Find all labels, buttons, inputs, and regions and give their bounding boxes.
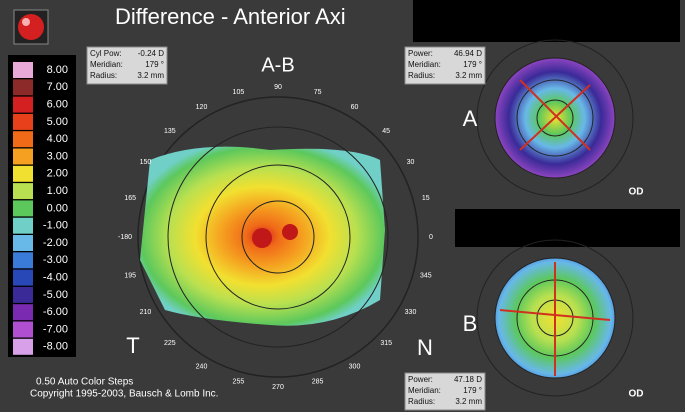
legend-swatch <box>13 79 33 96</box>
angle-label: 300 <box>349 364 361 371</box>
angle-label: 45 <box>382 128 390 135</box>
angle-label: 120 <box>196 104 208 111</box>
angle-label: 315 <box>380 340 392 347</box>
legend-swatch <box>13 165 33 182</box>
info-value: 47.18 D <box>454 375 482 384</box>
info-value: 3.2 mm <box>137 71 164 80</box>
angle-label: 255 <box>233 379 245 386</box>
legend-swatch <box>13 148 33 165</box>
legend-label: -1.00 <box>43 220 68 232</box>
legend-label: 0.00 <box>47 202 68 214</box>
angle-label: 240 <box>196 364 208 371</box>
legend-swatch <box>13 235 33 251</box>
info-box: Power: 46.94 D Meridian: 179 ° Radius: 3.2 mm <box>404 46 486 85</box>
eye-label: OD <box>629 389 644 400</box>
info-value: 46.94 D <box>454 49 482 58</box>
info-label: Radius: <box>408 397 435 406</box>
info-label: Radius: <box>408 71 435 80</box>
temporal-label: T <box>126 333 139 358</box>
legend-swatch <box>13 96 33 113</box>
angle-label: 30 <box>407 159 415 166</box>
angle-label: 345 <box>420 273 432 280</box>
angle-label: 210 <box>140 309 152 316</box>
legend-label: 7.00 <box>47 81 68 93</box>
redaction <box>413 0 680 42</box>
angle-label: 105 <box>233 89 245 96</box>
legend-swatch <box>13 183 33 200</box>
map-label: A <box>463 106 478 131</box>
legend-swatch <box>13 321 33 338</box>
legend-label: -4.00 <box>43 272 68 284</box>
angle-label: -180 <box>118 234 132 241</box>
info-label: Cyl Pow: <box>90 49 122 58</box>
legend-label: 5.00 <box>47 116 68 128</box>
title: Difference - Anterior Axi <box>115 4 346 29</box>
icon-highlight <box>22 18 30 26</box>
angle-label: 150 <box>140 159 152 166</box>
copyright: Copyright 1995-2003, Bausch & Lomb Inc. <box>30 389 218 400</box>
info-box: Cyl Pow: -0.24 D Meridian: 179 ° Radius: 3.2 … <box>86 46 168 85</box>
legend-label: -7.00 <box>43 323 68 335</box>
info-label: Radius: <box>90 71 117 80</box>
legend-swatch <box>13 62 33 78</box>
info-value: 3.2 mm <box>455 71 482 80</box>
info-label: Meridian: <box>90 60 123 69</box>
legend-label: 6.00 <box>47 99 68 111</box>
legend-swatch <box>13 113 33 130</box>
info-panel <box>86 46 168 85</box>
legend-label: -5.00 <box>43 289 68 301</box>
legend-label: 8.00 <box>47 64 68 76</box>
angle-label: 330 <box>405 309 417 316</box>
map-b <box>476 239 634 397</box>
info-label: Meridian: <box>408 386 441 395</box>
legend-label: -2.00 <box>43 237 68 249</box>
angle-label: 15 <box>422 195 430 202</box>
info-label: Power: <box>408 49 433 58</box>
info-value: 3.2 mm <box>455 397 482 406</box>
legend-swatch <box>13 304 33 321</box>
info-label: Meridian: <box>408 60 441 69</box>
info-value: 179 ° <box>145 60 164 69</box>
angle-label: 270 <box>272 384 284 391</box>
angle-label: 165 <box>124 195 136 202</box>
eye-label: OD <box>629 187 644 198</box>
legend-swatch <box>13 252 33 269</box>
angle-label: 195 <box>124 273 136 280</box>
info-value: 179 ° <box>463 60 482 69</box>
legend-swatch <box>13 269 33 286</box>
info-box: Power: 47.18 D Meridian: 179 ° Radius: 3.2 mm <box>404 372 486 411</box>
legend-label: 2.00 <box>47 168 68 180</box>
legend-swatch <box>13 200 33 217</box>
info-panel <box>404 372 486 411</box>
legend-swatch <box>13 338 33 355</box>
legend-label: -8.00 <box>43 341 68 353</box>
legend-label: 3.00 <box>47 150 68 162</box>
icon-sphere <box>18 14 44 40</box>
legend-label: 4.00 <box>47 133 68 145</box>
legend-swatch <box>13 131 33 148</box>
info-value: 179 ° <box>463 386 482 395</box>
map-label: A-B <box>261 54 294 76</box>
map-label: B <box>463 311 478 336</box>
color-steps: 0.50 Auto Color Steps <box>36 377 133 388</box>
legend-label: 1.00 <box>47 185 68 197</box>
info-value: -0.24 D <box>138 49 164 58</box>
angle-label: 285 <box>312 379 324 386</box>
legend-label: -6.00 <box>43 306 68 318</box>
angle-label: 225 <box>164 340 176 347</box>
nasal-label: N <box>417 335 433 360</box>
map-a <box>476 39 634 197</box>
info-label: Power: <box>408 375 433 384</box>
info-panel <box>404 46 486 85</box>
legend-label: -3.00 <box>43 254 68 266</box>
legend-swatch <box>13 286 33 303</box>
angle-label: 0 <box>429 234 433 241</box>
main-map <box>137 96 419 378</box>
angle-label: 90 <box>274 84 282 91</box>
legend-swatch <box>13 217 33 234</box>
angle-label: 135 <box>164 128 176 135</box>
angle-label: 60 <box>351 104 359 111</box>
angle-label: 75 <box>314 89 322 96</box>
